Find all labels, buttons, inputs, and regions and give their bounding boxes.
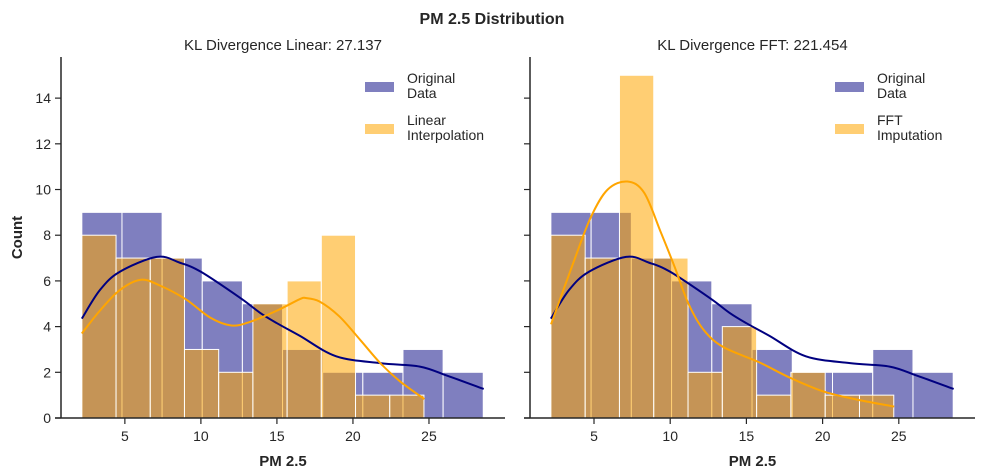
histogram-bar-imputed <box>320 234 357 419</box>
x-tick-label: 5 <box>590 428 598 444</box>
legend-label: Original <box>407 70 455 86</box>
histogram-bar-original <box>442 371 484 419</box>
legend-swatch-original <box>835 82 864 92</box>
x-tick-label: 20 <box>815 428 831 444</box>
panel-title: KL Divergence FFT: 221.454 <box>657 37 847 54</box>
histogram-bar-imputed <box>858 394 895 419</box>
histogram-bar-imputed <box>389 394 425 419</box>
histogram-bar-imputed <box>149 257 185 419</box>
y-tick-label: 4 <box>43 319 51 335</box>
histogram-bar-imputed <box>790 371 826 419</box>
y-tick-label: 14 <box>35 90 51 106</box>
legend-label: FFT <box>877 112 903 128</box>
histogram-bar-imputed <box>721 326 758 419</box>
histogram-bar-imputed <box>183 348 220 419</box>
histogram-bar-imputed <box>550 234 586 419</box>
histogram-bar-imputed <box>218 371 254 419</box>
histogram-bar-imputed <box>355 394 391 419</box>
panel-linear: 5 10 15 20 25 0 2 4 6 8 10 12 14 KL Divergence Linear… <box>9 37 505 470</box>
histogram-bar-imputed <box>756 394 792 419</box>
y-tick-label: 2 <box>43 364 51 380</box>
y-tick-label: 8 <box>43 227 51 243</box>
legend-label: Interpolation <box>407 127 484 143</box>
kde-line-imputed <box>550 180 895 408</box>
x-axis-label: PM 2.5 <box>729 453 777 470</box>
x-tick-label: 10 <box>193 428 209 444</box>
x-tick-label: 25 <box>891 428 907 444</box>
legend-swatch-imputed <box>835 124 864 134</box>
kde-line-original <box>550 255 955 390</box>
x-tick-label: 20 <box>345 428 361 444</box>
x-tick-label: 15 <box>269 428 285 444</box>
histogram-bar-imputed <box>252 303 288 419</box>
legend-label: Imputation <box>877 127 942 143</box>
legend-swatch-original <box>365 82 394 92</box>
y-axis-label: Count <box>9 216 26 259</box>
legend-swatch-imputed <box>365 124 394 134</box>
legend-label: Data <box>877 85 907 101</box>
y-tick-label: 6 <box>43 273 51 289</box>
legend-label: Original <box>877 70 925 86</box>
histogram-bar-imputed <box>286 280 322 419</box>
histogram-bar-imputed <box>653 257 689 419</box>
histogram-bar-original <box>912 371 954 419</box>
kde-line-imputed <box>81 278 425 400</box>
x-tick-label: 10 <box>662 428 678 444</box>
histogram-bar-imputed <box>687 371 723 419</box>
histogram-bar-imputed <box>618 74 655 419</box>
histogram-bar-imputed <box>584 257 620 419</box>
legend-label: Linear <box>407 112 446 128</box>
figure-suptitle: PM 2.5 Distribution <box>420 11 565 28</box>
panel-title: KL Divergence Linear: 27.137 <box>184 37 382 54</box>
y-tick-label: 12 <box>35 136 51 152</box>
y-tick-label: 10 <box>35 182 51 198</box>
x-tick-label: 5 <box>121 428 129 444</box>
x-tick-label: 25 <box>421 428 437 444</box>
panel-fft: 5 10 15 20 25 KL Divergence FFT: 221.454 PM 2.… <box>524 37 975 470</box>
x-tick-label: 15 <box>739 428 755 444</box>
legend-label: Data <box>407 85 437 101</box>
x-axis-label: PM 2.5 <box>259 453 307 470</box>
kde-line-original <box>80 255 485 390</box>
y-tick-label: 0 <box>43 410 51 426</box>
